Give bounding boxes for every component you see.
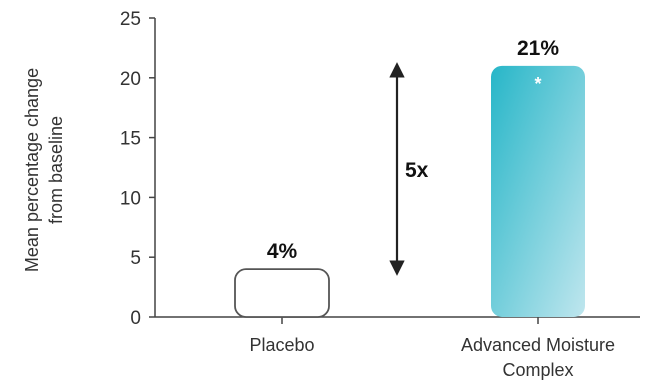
y-axis-title-line2: from baseline bbox=[46, 116, 66, 224]
y-tick-label: 15 bbox=[120, 129, 141, 150]
fold-change-annotation: 5x bbox=[389, 62, 429, 276]
y-tick-label: 0 bbox=[130, 308, 141, 329]
y-axis: 0 5 10 15 20 25 bbox=[120, 9, 156, 329]
y-tick-label: 25 bbox=[120, 9, 141, 30]
fold-change-label: 5x bbox=[405, 159, 429, 182]
x-category-label: Placebo bbox=[249, 335, 314, 355]
x-category-label: Advanced Moisture bbox=[461, 335, 615, 355]
y-tick-label: 5 bbox=[130, 248, 141, 269]
y-tick-label: 20 bbox=[120, 69, 141, 90]
x-category-label: Complex bbox=[502, 360, 573, 380]
y-axis-title: Mean percentage change from baseline bbox=[22, 68, 66, 272]
bars: 4% 21% * bbox=[234, 37, 585, 318]
bar-advanced-moisture-complex bbox=[491, 65, 585, 317]
significance-star-icon: * bbox=[534, 74, 541, 94]
bar-placebo bbox=[234, 268, 330, 318]
y-axis-title-line1: Mean percentage change bbox=[22, 68, 42, 272]
x-axis: Placebo Advanced Moisture Complex bbox=[155, 316, 640, 380]
bar-value-label: 21% bbox=[517, 37, 559, 60]
bar-value-label: 4% bbox=[267, 240, 298, 263]
y-tick-label: 10 bbox=[120, 188, 141, 209]
